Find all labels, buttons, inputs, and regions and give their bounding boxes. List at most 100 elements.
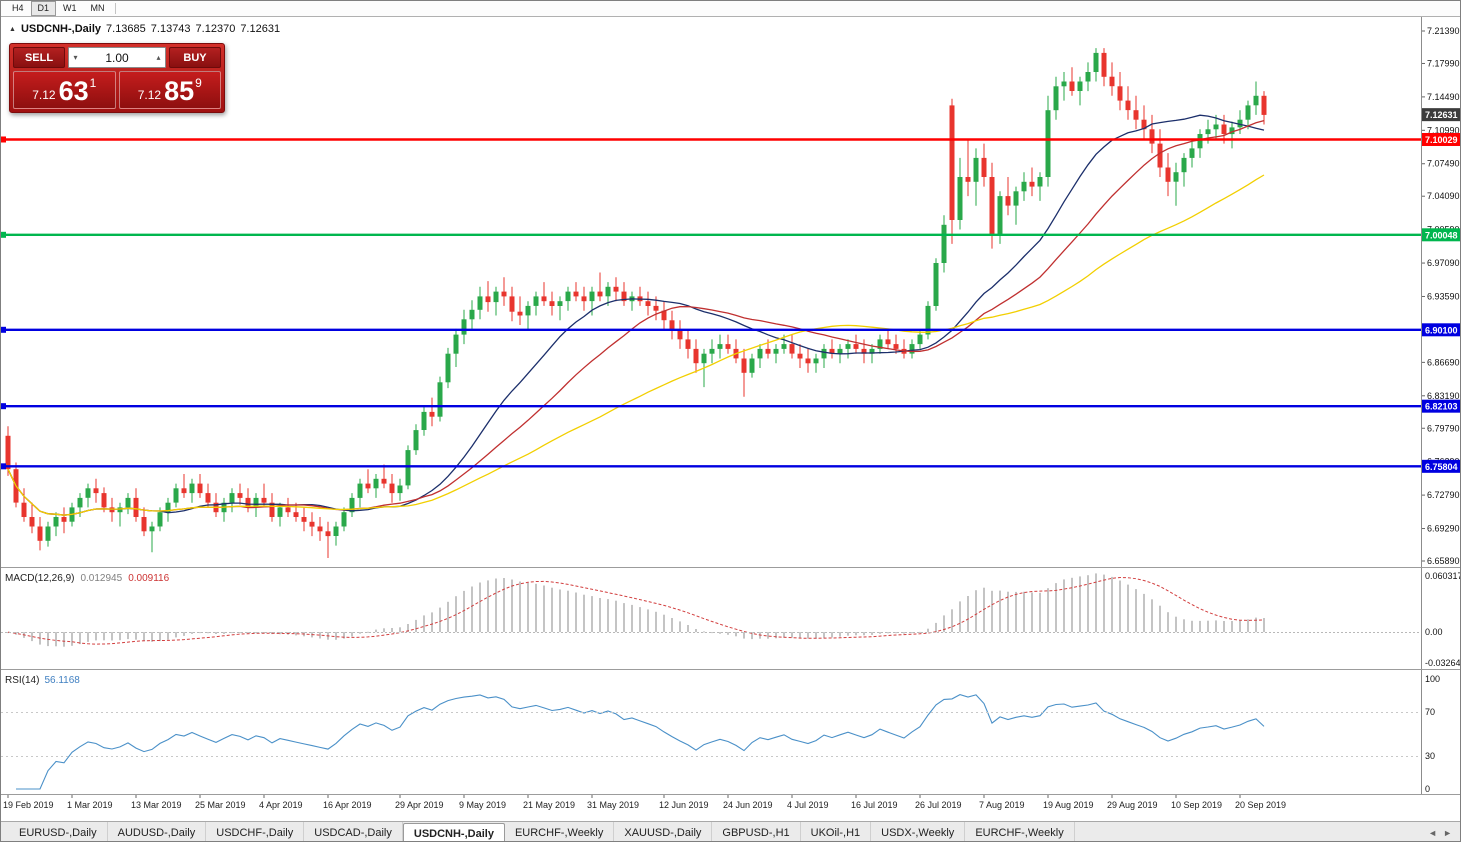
- macd-signal-line: [7, 576, 1265, 645]
- ma-20-line: [7, 114, 1265, 516]
- chart-tab-bar: EURUSD-,Daily AUDUSD-,Daily USDCHF-,Daily U…: [1, 821, 1460, 841]
- timeframe-button-mn[interactable]: MN: [90, 3, 105, 13]
- buy-button[interactable]: BUY: [169, 47, 221, 68]
- svg-text:7.17990: 7.17990: [1427, 58, 1460, 68]
- svg-text:29 Apr 2019: 29 Apr 2019: [395, 800, 444, 810]
- chart-tab-usdcnh-daily[interactable]: USDCNH-,Daily: [402, 823, 505, 841]
- svg-text:6.86690: 6.86690: [1427, 357, 1460, 367]
- svg-text:26 Jul 2019: 26 Jul 2019: [915, 800, 962, 810]
- svg-text:7.04090: 7.04090: [1427, 191, 1460, 201]
- svg-text:21 May 2019: 21 May 2019: [523, 800, 575, 810]
- svg-text:7.00048: 7.00048: [1425, 230, 1458, 240]
- chart-tab-usdcad-daily[interactable]: USDCAD-,Daily: [304, 822, 403, 841]
- sell-price-pips: 63: [58, 76, 89, 106]
- svg-text:7.07490: 7.07490: [1427, 159, 1460, 169]
- volume-decrease-icon[interactable]: ▾: [73, 53, 78, 62]
- sell-button[interactable]: SELL: [13, 47, 65, 68]
- moving-averages: [7, 114, 1265, 516]
- svg-text:4 Apr 2019: 4 Apr 2019: [259, 800, 303, 810]
- svg-text:25 Mar 2019: 25 Mar 2019: [195, 800, 246, 810]
- svg-text:6.90100: 6.90100: [1425, 325, 1458, 335]
- svg-text:7 Aug 2019: 7 Aug 2019: [979, 800, 1025, 810]
- svg-text:6.82103: 6.82103: [1425, 402, 1458, 412]
- svg-text:1 Mar 2019: 1 Mar 2019: [67, 800, 113, 810]
- sell-price-point: 1: [89, 76, 97, 90]
- chart-tab-audusd-daily[interactable]: AUDUSD-,Daily: [108, 822, 207, 841]
- svg-text:7.14490: 7.14490: [1427, 92, 1460, 102]
- macd-pane-content: [7, 573, 1265, 647]
- timeframe-button-h4[interactable]: H4: [12, 3, 24, 13]
- volume-increase-icon[interactable]: ▴: [156, 53, 161, 62]
- chart-tab-ukoil-h1[interactable]: UKOil-,H1: [801, 822, 872, 841]
- volume-stepper[interactable]: ▾ ▴: [68, 47, 166, 68]
- chart-tab-xauusd-daily[interactable]: XAUUSD-,Daily: [614, 822, 713, 841]
- svg-text:7.21390: 7.21390: [1427, 26, 1460, 36]
- macd-scale-bottom: -0.032648: [1425, 658, 1461, 668]
- rsi-indicator-label: RSI(14) 56.1168: [5, 675, 80, 686]
- svg-text:10 Sep 2019: 10 Sep 2019: [1171, 800, 1222, 810]
- macd-scale-top: 0.060317: [1425, 571, 1461, 581]
- svg-text:6.75804: 6.75804: [1425, 462, 1458, 472]
- svg-text:6.93590: 6.93590: [1427, 291, 1460, 301]
- rsi-pane-content: [16, 694, 1265, 790]
- ma-30-line: [7, 119, 1265, 516]
- timeframe-button-d1[interactable]: D1: [30, 1, 57, 16]
- svg-text:6.69290: 6.69290: [1427, 524, 1460, 534]
- sell-price-base: 7.12: [32, 88, 56, 102]
- tab-scroll-left-icon[interactable]: ◄: [1428, 827, 1438, 838]
- svg-text:6.72790: 6.72790: [1427, 490, 1460, 500]
- macd-indicator-label: MACD(12,26,9) 0.012945 0.009116: [5, 573, 170, 584]
- svg-text:20 Sep 2019: 20 Sep 2019: [1235, 800, 1286, 810]
- timeframe-button-w1[interactable]: W1: [63, 3, 77, 13]
- svg-text:29 Aug 2019: 29 Aug 2019: [1107, 800, 1158, 810]
- svg-text:16 Jul 2019: 16 Jul 2019: [851, 800, 898, 810]
- timeframe-toolbar: H4 D1 W1 MN: [1, 1, 1460, 17]
- sell-price-display[interactable]: 7.12 63 1: [13, 71, 116, 109]
- chart-tab-eurusd-daily[interactable]: EURUSD-,Daily: [9, 822, 108, 841]
- tab-scroll-right-icon[interactable]: ►: [1443, 827, 1452, 838]
- chart-tab-usdx-weekly[interactable]: USDX-,Weekly: [871, 822, 966, 841]
- svg-text:6.97090: 6.97090: [1427, 258, 1460, 268]
- buy-price-base: 7.12: [137, 88, 162, 102]
- chart-tab-eurchf-weekly[interactable]: EURCHF-,Weekly: [505, 822, 615, 841]
- svg-text:4 Jul 2019: 4 Jul 2019: [787, 800, 829, 810]
- svg-text:31 May 2019: 31 May 2019: [587, 800, 639, 810]
- svg-text:6.79790: 6.79790: [1427, 423, 1460, 433]
- rsi-scale-0: 0: [1425, 784, 1430, 794]
- svg-text:13 Mar 2019: 13 Mar 2019: [131, 800, 182, 810]
- svg-text:7.12631: 7.12631: [1425, 110, 1458, 120]
- buy-price-pips: 85: [164, 76, 195, 106]
- horizontal-level-lines[interactable]: 7.10029 7.00048 6.90100 6.82103 6.75804: [1, 132, 1461, 473]
- volume-input[interactable]: [82, 50, 152, 65]
- ma-50-line: [7, 174, 1265, 516]
- tab-scroll-controls: ◄ ►: [1428, 822, 1460, 841]
- svg-text:19 Feb 2019: 19 Feb 2019: [3, 800, 54, 810]
- date-axis-labels: 19 Feb 2019 1 Mar 2019 13 Mar 2019 25 Mar 2…: [3, 794, 1286, 810]
- candlestick-chart[interactable]: 7.21390 7.17990 7.14490 7.10990 7.07490 7.040…: [1, 17, 1461, 821]
- macd-scale-zero: 0.00: [1425, 627, 1443, 637]
- current-price-badge: 7.12631: [1422, 108, 1460, 122]
- svg-text:6.65890: 6.65890: [1427, 556, 1460, 566]
- svg-text:24 Jun 2019: 24 Jun 2019: [723, 800, 773, 810]
- svg-text:16 Apr 2019: 16 Apr 2019: [323, 800, 372, 810]
- rsi-scale-30: 30: [1425, 751, 1435, 761]
- price-axis-labels: 7.21390 7.17990 7.14490 7.10990 7.07490 7.040…: [1421, 26, 1460, 566]
- chart-tab-eurchf-weekly[interactable]: EURCHF-,Weekly: [965, 822, 1075, 841]
- svg-text:6.83190: 6.83190: [1427, 391, 1460, 401]
- candles: [5, 48, 1267, 558]
- chart-tab-usdchf-daily[interactable]: USDCHF-,Daily: [206, 822, 305, 841]
- chart-tab-gbpusd-h1[interactable]: GBPUSD-,H1: [712, 822, 801, 841]
- svg-text:7.10029: 7.10029: [1425, 135, 1458, 145]
- rsi-scale-70: 70: [1425, 707, 1435, 717]
- buy-price-point: 9: [195, 76, 202, 90]
- svg-text:9 May 2019: 9 May 2019: [459, 800, 506, 810]
- svg-text:12 Jun 2019: 12 Jun 2019: [659, 800, 709, 810]
- svg-text:7.10990: 7.10990: [1427, 125, 1460, 135]
- chart-area: 7.21390 7.17990 7.14490 7.10990 7.07490 7.040…: [1, 17, 1460, 821]
- toolbar-separator: [114, 3, 116, 14]
- rsi-scale-100: 100: [1425, 674, 1440, 684]
- buy-price-display[interactable]: 7.12 85 9: [118, 71, 221, 109]
- svg-text:19 Aug 2019: 19 Aug 2019: [1043, 800, 1094, 810]
